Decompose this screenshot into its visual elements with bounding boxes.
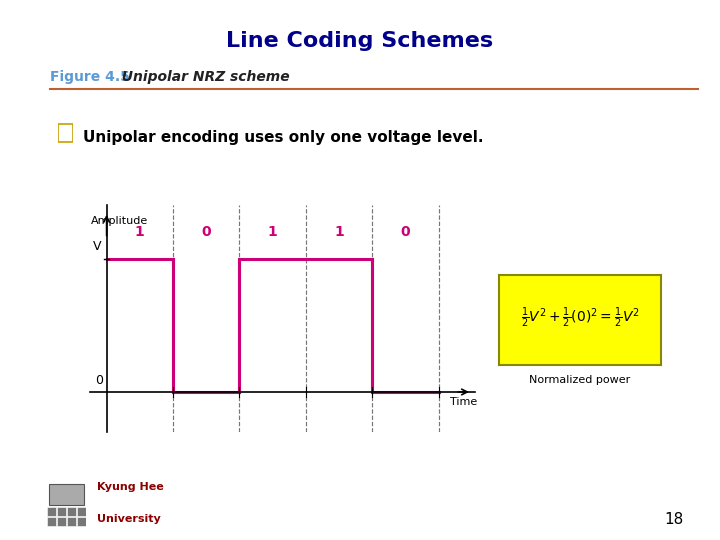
- Text: Kyung Hee: Kyung Hee: [97, 482, 164, 492]
- Text: 0: 0: [202, 225, 211, 239]
- Text: Time: Time: [450, 397, 477, 407]
- Text: University: University: [97, 514, 161, 524]
- FancyBboxPatch shape: [67, 508, 76, 516]
- Text: 0: 0: [94, 374, 103, 387]
- FancyBboxPatch shape: [77, 517, 86, 526]
- Text: Figure 4.5: Figure 4.5: [50, 70, 130, 84]
- Text: Normalized power: Normalized power: [529, 375, 630, 386]
- Text: Line Coding Schemes: Line Coding Schemes: [226, 31, 494, 51]
- FancyBboxPatch shape: [48, 517, 56, 526]
- Text: 1: 1: [135, 225, 145, 239]
- FancyBboxPatch shape: [77, 508, 86, 516]
- Text: $\frac{1}{2}V^2 + \frac{1}{2}(0)^2 = \frac{1}{2}V^2$: $\frac{1}{2}V^2 + \frac{1}{2}(0)^2 = \fr…: [521, 306, 639, 330]
- Text: Unipolar encoding uses only one voltage level.: Unipolar encoding uses only one voltage …: [83, 130, 483, 145]
- Text: 1: 1: [268, 225, 277, 239]
- Text: 0: 0: [400, 225, 410, 239]
- Text: 1: 1: [334, 225, 344, 239]
- FancyBboxPatch shape: [57, 517, 66, 526]
- Text: 18: 18: [665, 511, 684, 526]
- Text: Unipolar NRZ scheme: Unipolar NRZ scheme: [112, 70, 289, 84]
- FancyBboxPatch shape: [48, 508, 56, 516]
- FancyBboxPatch shape: [57, 508, 66, 516]
- Text: Amplitude: Amplitude: [91, 216, 148, 226]
- Text: V: V: [94, 240, 102, 253]
- FancyBboxPatch shape: [58, 124, 73, 142]
- FancyBboxPatch shape: [49, 484, 84, 505]
- FancyBboxPatch shape: [67, 517, 76, 526]
